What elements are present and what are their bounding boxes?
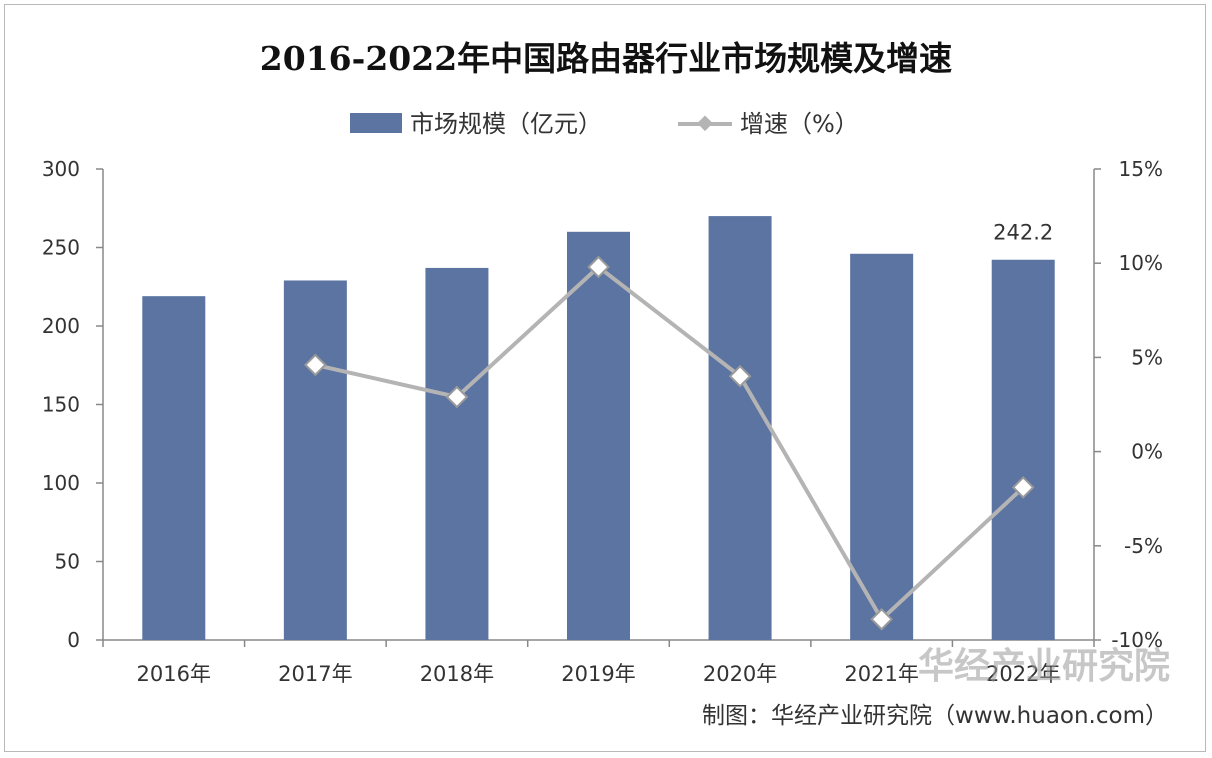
- y-left-tick-label: 300: [42, 157, 80, 181]
- growth-line-path: [314, 264, 1025, 623]
- x-tick-label: 2020年: [703, 662, 777, 686]
- legend-label-bar: 市场规模（亿元）: [410, 110, 602, 138]
- y-right-tick-label: 0%: [1131, 440, 1163, 464]
- y-right-tick-label: -10%: [1111, 628, 1163, 652]
- x-tick-label: 2022年: [986, 662, 1060, 686]
- bar: [142, 296, 206, 640]
- x-tick-label: 2016年: [137, 662, 211, 686]
- growth-point: [1011, 476, 1035, 499]
- legend-swatch-bar: [350, 113, 402, 133]
- y-left-tick-label: 150: [42, 393, 80, 417]
- footer-credit: 制图：华经产业研究院（www.huaon.com）: [702, 703, 1168, 729]
- growth-point: [445, 385, 469, 409]
- y-right-tick-label: -5%: [1124, 534, 1163, 558]
- y-left-tick-label: 250: [42, 236, 80, 260]
- y-right-tick-label: 10%: [1119, 251, 1163, 275]
- x-tick-label: 2018年: [420, 662, 494, 686]
- watermark: 华经产业研究院: [918, 646, 1170, 687]
- bar: [850, 253, 914, 640]
- y-left-tick-label: 200: [42, 314, 80, 338]
- growth-point: [728, 364, 752, 388]
- y-right-tick-label: 15%: [1119, 157, 1163, 181]
- growth-point: [304, 353, 327, 377]
- legend: 市场规模（亿元） 增速（%）: [350, 110, 859, 138]
- data-labels: 242.2: [993, 221, 1053, 245]
- bar-data-label: 242.2: [993, 221, 1053, 245]
- bar: [567, 231, 630, 641]
- chart-title: 2016-2022年中国路由器行业市场规模及增速: [260, 39, 952, 78]
- legend-label-line: 增速（%）: [740, 110, 859, 138]
- bar: [991, 259, 1055, 640]
- y-left-tick-label: 50: [55, 550, 80, 574]
- bars: [142, 216, 1055, 641]
- x-tick-label: 2017年: [278, 662, 352, 686]
- x-tick-label: 2019年: [561, 662, 635, 686]
- growth-point: [587, 255, 610, 279]
- chart-frame: [4, 4, 1206, 752]
- x-tick-label: 2021年: [844, 662, 918, 686]
- legend-swatch-marker: [697, 115, 713, 132]
- growth-line: [304, 255, 1035, 631]
- axes: 0 50 100 150 200 250 300 -10% -5% 0% 5% 10% 15% 2016年…: [42, 157, 1163, 686]
- y-left-tick-label: 100: [42, 471, 80, 495]
- y-right-tick-label: 5%: [1131, 345, 1163, 369]
- bar: [283, 280, 347, 640]
- growth-point: [870, 607, 893, 631]
- bar: [425, 267, 489, 640]
- y-left-tick-label: 0: [67, 628, 80, 652]
- bar: [708, 216, 772, 640]
